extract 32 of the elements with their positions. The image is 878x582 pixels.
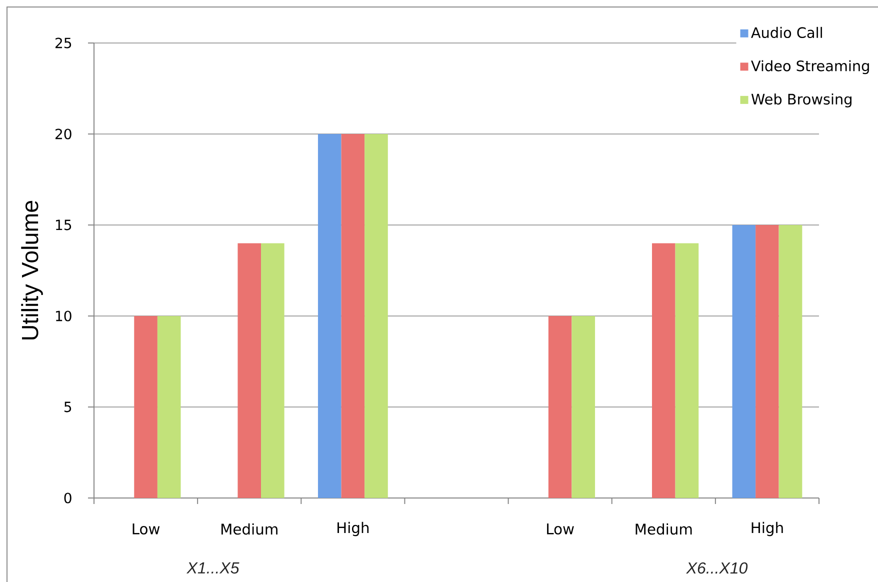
legend-label: Web Browsing <box>751 93 852 108</box>
bar <box>364 134 388 498</box>
y-tick-label: 15 <box>56 220 72 230</box>
y-tick-label: 25 <box>56 38 72 48</box>
bar <box>261 243 284 498</box>
y-axis-title: Utility Volume <box>21 200 43 340</box>
legend-label: Audio Call <box>751 26 822 38</box>
y-tick-label: 5 <box>64 402 72 412</box>
bar <box>572 316 596 498</box>
y-tick-label: 10 <box>56 310 72 322</box>
x-tick-label: Medium <box>221 523 278 535</box>
text: X6...X10 <box>686 562 748 574</box>
bar <box>778 224 802 498</box>
bar <box>238 243 262 498</box>
text: X1...X5 <box>186 562 240 574</box>
bar <box>548 316 572 498</box>
bar <box>652 243 676 498</box>
y-tick-label: 20 <box>56 128 72 140</box>
x-tick-label: Low <box>132 524 160 534</box>
bar <box>318 134 342 498</box>
bar <box>134 316 158 498</box>
bar <box>341 134 365 498</box>
bar <box>157 316 181 498</box>
x-tick-label: Low <box>547 524 574 534</box>
x-tick-label: High <box>752 522 783 536</box>
bar <box>675 243 699 498</box>
x-tick-label: Medium <box>636 523 692 535</box>
x-tick-label: High <box>338 522 369 536</box>
bar <box>756 224 779 498</box>
y-tick-label: 0 <box>64 492 72 504</box>
bar <box>732 224 756 498</box>
legend-label: Video Streaming <box>751 60 869 74</box>
